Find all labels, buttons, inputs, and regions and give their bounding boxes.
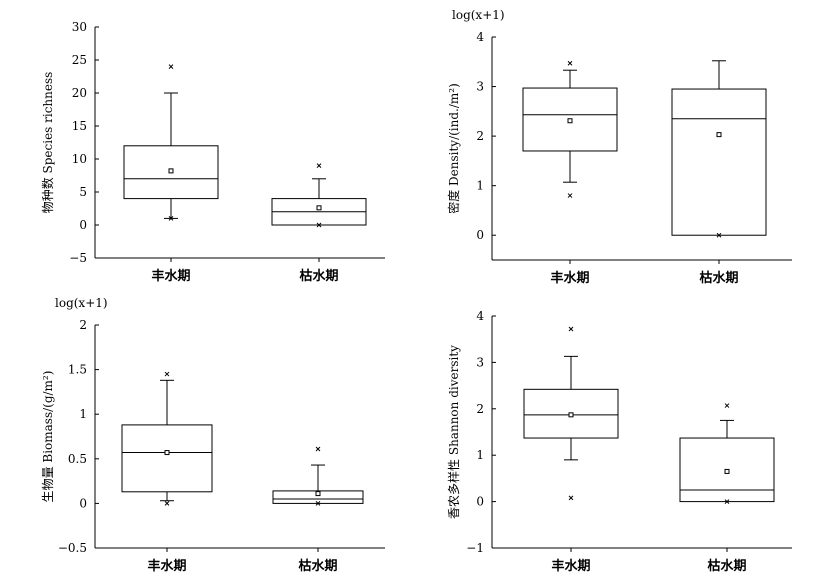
y-tick-label: 1 <box>476 179 484 193</box>
y-tick-label: 0.5 <box>68 452 87 466</box>
mean-marker <box>567 118 573 124</box>
box-2 <box>271 163 367 228</box>
outlier-marker <box>168 64 174 69</box>
mean-marker <box>724 468 730 474</box>
box-1 <box>522 60 618 198</box>
mean-marker <box>168 168 174 174</box>
outlier-marker <box>568 495 574 501</box>
y-tick-label: 4 <box>476 30 484 44</box>
y-tick-label: 1 <box>79 407 87 421</box>
outlier-marker <box>716 232 722 238</box>
y-axis-label: 香农多样性 Shannon diversity <box>446 345 461 519</box>
outlier-marker <box>724 403 730 408</box>
outlier-marker <box>567 193 573 198</box>
outlier-marker <box>567 60 573 66</box>
y-tick-label: −5 <box>69 251 87 265</box>
y-tick-label: 0 <box>476 228 484 242</box>
y-tick-label: 2 <box>476 129 484 143</box>
y-tick-label: 1.5 <box>68 363 87 377</box>
x-category-label: 枯水期 <box>707 558 746 574</box>
box-1 <box>123 64 219 221</box>
panel-1: −5 0 5 10 15 20 25 30 物种数 Species richness 丰水期 枯水期 <box>40 20 385 284</box>
x-category-label: 枯水期 <box>298 558 337 574</box>
outlier-marker <box>316 222 322 228</box>
panel-3: −0.5 0 0.5 1 1.5 2 生物量 Biomass/(g/m²) log(x+1) 丰… <box>41 296 385 574</box>
x-category-label: 枯水期 <box>699 270 738 286</box>
axis-note: log(x+1) <box>452 8 505 22</box>
iqr-box <box>671 88 767 236</box>
y-axis-label: 生物量 Biomass/(g/m²) <box>41 371 55 503</box>
iqr-box <box>121 424 213 493</box>
mean-marker <box>568 412 574 418</box>
y-tick-label: 0 <box>476 495 484 509</box>
y-tick-label: 5 <box>79 185 87 199</box>
y-tick-label: 3 <box>476 355 484 369</box>
y-tick-label: 25 <box>72 53 87 67</box>
box-1 <box>523 326 619 501</box>
mean-marker <box>716 132 722 138</box>
y-axis-label: 密度 Density/(ind./m²) <box>446 83 461 214</box>
outlier-marker <box>164 501 170 506</box>
outlier-marker <box>568 326 574 332</box>
mean-marker <box>315 491 321 497</box>
y-tick-label: 15 <box>72 119 87 133</box>
y-tick-label: −1 <box>466 541 484 555</box>
y-tick-label: −0.5 <box>58 541 87 555</box>
x-category-label: 丰水期 <box>550 270 589 286</box>
x-category-label: 枯水期 <box>299 268 338 284</box>
panel-4: −1 0 1 2 3 4 香农多样性 Shannon diversity 丰水期 枯水期 <box>446 309 792 574</box>
box-2 <box>679 403 775 504</box>
x-category-label: 丰水期 <box>551 558 590 574</box>
outlier-marker <box>164 371 170 377</box>
outlier-marker <box>316 163 322 168</box>
box-2 <box>671 60 767 238</box>
y-tick-label: 2 <box>79 318 87 332</box>
mean-marker <box>316 205 322 211</box>
box-1 <box>121 371 213 506</box>
outlier-marker <box>724 499 730 504</box>
mean-marker <box>164 450 170 456</box>
y-tick-label: 0 <box>79 496 87 510</box>
x-category-label: 丰水期 <box>147 558 186 574</box>
outlier-marker <box>168 216 174 221</box>
y-tick-label: 0 <box>79 218 87 232</box>
x-category-label: 丰水期 <box>151 268 190 284</box>
y-tick-label: 10 <box>72 152 87 166</box>
outlier-marker <box>315 446 321 452</box>
box-2 <box>272 446 364 506</box>
outlier-marker <box>315 501 321 506</box>
y-tick-label: 2 <box>476 402 484 416</box>
y-tick-label: 20 <box>72 86 87 100</box>
axis-note: log(x+1) <box>55 296 108 310</box>
y-axis-label: 物种数 Species richness <box>40 72 55 214</box>
y-tick-label: 30 <box>72 20 87 34</box>
panel-2: 0 1 2 3 4 密度 Density/(ind./m²) log(x+1) 丰水期 枯水期 <box>446 8 792 286</box>
y-tick-label: 3 <box>476 80 484 94</box>
y-tick-label: 1 <box>476 448 484 462</box>
y-tick-label: 4 <box>476 309 484 323</box>
